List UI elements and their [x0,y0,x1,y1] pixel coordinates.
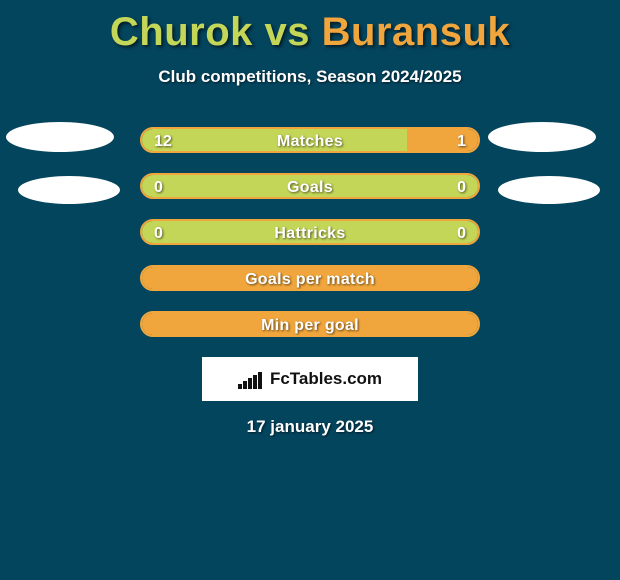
subtitle: Club competitions, Season 2024/2025 [0,67,620,87]
stat-value-right: 1 [457,129,466,153]
bar-chart-icon [238,369,264,389]
stat-value-right: 0 [457,175,466,199]
stat-row: Goals per match [0,265,620,291]
stat-row: Min per goal [0,311,620,337]
logo-suffix: Tables.com [290,369,382,388]
stat-bar: Min per goal [140,311,480,337]
stat-bar: Goals per match [140,265,480,291]
player-placeholder-icon [18,176,120,204]
stat-bar-left [142,221,478,243]
vs-text: vs [265,10,311,54]
stat-bar-right [142,267,478,289]
player1-name: Churok [110,10,253,54]
page-title: Churok vs Buransuk [0,0,620,55]
stat-row: Hattricks00 [0,219,620,245]
stat-value-left: 12 [154,129,172,153]
stat-value-left: 0 [154,175,163,199]
date-text: 17 january 2025 [0,417,620,437]
stat-value-right: 0 [457,221,466,245]
comparison-card: Churok vs Buransuk Club competitions, Se… [0,0,620,580]
stat-bar: Matches121 [140,127,480,153]
player-placeholder-icon [498,176,600,204]
stat-value-left: 0 [154,221,163,245]
stat-bar-right [407,129,478,151]
player2-name: Buransuk [322,10,511,54]
player-placeholder-icon [488,122,596,152]
stat-bar-left [142,175,478,197]
player-placeholder-icon [6,122,114,152]
logo-box: FcTables.com [202,357,418,401]
stat-bar: Goals00 [140,173,480,199]
stat-bar-right [142,313,478,335]
logo-text: FcTables.com [270,369,382,389]
stat-bar: Hattricks00 [140,219,480,245]
logo-prefix: Fc [270,369,290,388]
comparison-chart: Matches121Goals00Hattricks00Goals per ma… [0,127,620,337]
stat-bar-left [142,129,407,151]
